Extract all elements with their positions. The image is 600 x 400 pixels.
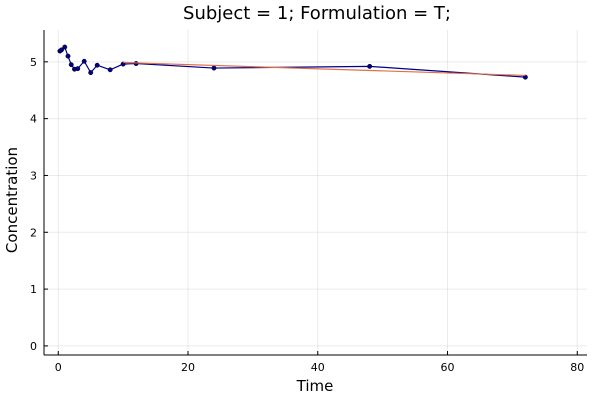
- data-point: [59, 47, 64, 53]
- grid: [44, 30, 587, 355]
- y-tick-label: 3: [30, 169, 37, 182]
- data-point: [68, 62, 74, 68]
- y-tick-label: 1: [30, 283, 37, 296]
- data-point: [62, 44, 68, 50]
- x-tick-label: 40: [311, 361, 325, 374]
- x-tick-label: 80: [570, 361, 584, 374]
- data-point: [88, 70, 94, 76]
- axes: [43, 30, 587, 356]
- data-point: [367, 63, 373, 69]
- x-tick-label: 0: [55, 361, 62, 374]
- data-point: [94, 62, 100, 68]
- y-tick-label: 2: [30, 226, 37, 239]
- data-point: [65, 53, 71, 59]
- x-tick-label: 20: [181, 361, 195, 374]
- y-tick-label: 5: [30, 56, 37, 69]
- chart-title: Subject = 1; Formulation = T;: [183, 3, 451, 24]
- data-point: [211, 65, 217, 71]
- tick-labels: 0 20 40 60 80 0 1 2 3 4 5: [30, 56, 584, 374]
- y-tick-label: 4: [30, 113, 37, 126]
- y-axis-label: Concentration: [3, 147, 21, 253]
- data-point: [75, 66, 81, 72]
- series-line-1: [59, 46, 526, 78]
- data-point: [107, 67, 113, 73]
- series: [57, 44, 528, 80]
- x-axis-label: Time: [296, 377, 334, 395]
- series-line-2: [123, 61, 526, 77]
- x-tick-label: 60: [441, 361, 455, 374]
- data-point: [81, 58, 87, 64]
- y-tick-label: 0: [30, 340, 37, 353]
